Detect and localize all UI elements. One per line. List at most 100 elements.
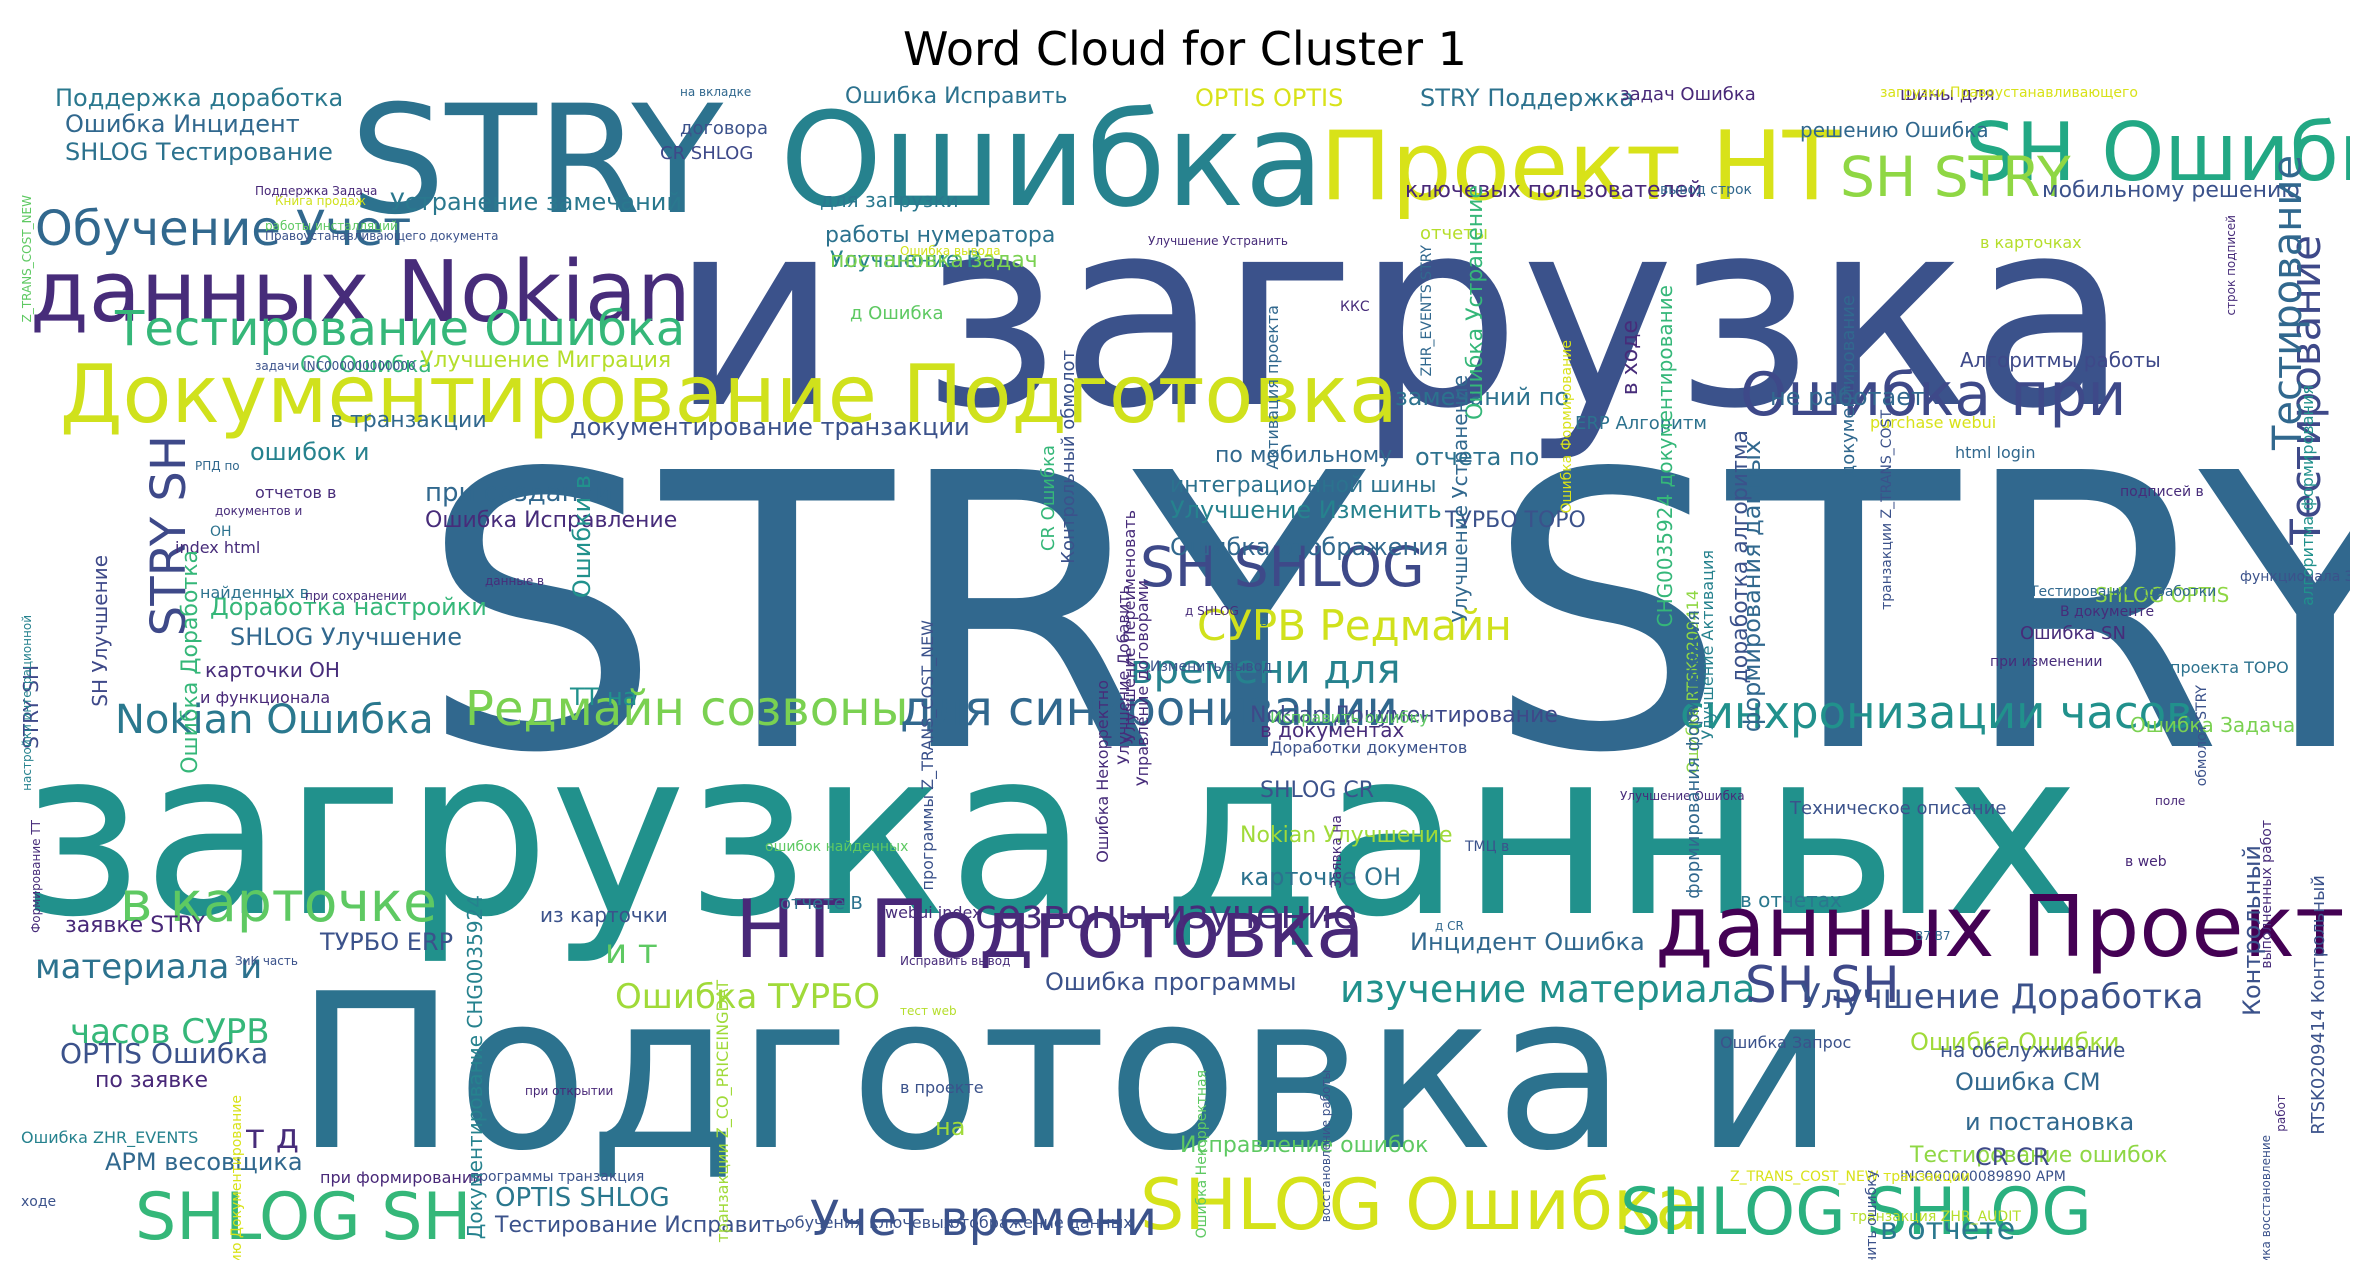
word-cloud-term: карточке ОН bbox=[1240, 863, 1402, 891]
word-cloud-term: заявке STRY bbox=[65, 913, 205, 938]
word-cloud-term: отчетов в bbox=[255, 483, 337, 502]
word-cloud-term: данных Проект bbox=[1655, 878, 2345, 977]
word-cloud-term: по заявке bbox=[95, 1068, 209, 1093]
word-cloud-term: webui index bbox=[885, 903, 982, 922]
word-cloud-term: и загрузка bbox=[670, 164, 2130, 466]
word-cloud-term: ERP Алгоритм bbox=[1575, 413, 1707, 434]
word-cloud-term: из карточки bbox=[540, 903, 668, 927]
word-cloud-term: OPTIS OPTIS bbox=[1195, 85, 1344, 112]
word-cloud-term: В документе bbox=[2060, 604, 2155, 620]
word-cloud-term: Ошибка bbox=[780, 85, 1325, 236]
word-cloud-term: SHLOG SH bbox=[135, 1180, 472, 1255]
word-cloud-term: Ошибка Исправление bbox=[425, 508, 678, 533]
word-cloud-term: в карточках bbox=[1980, 233, 2082, 252]
word-cloud-term: Контрольный обмолот bbox=[1058, 350, 1079, 564]
word-cloud-term: Книга продаж bbox=[275, 194, 366, 208]
word-cloud-term: Формирование ТТ bbox=[29, 820, 43, 934]
word-cloud-term: Ошибка Запрос bbox=[1720, 1033, 1852, 1052]
word-cloud-term: отчеты bbox=[1420, 223, 1488, 244]
word-cloud-term: и функционала bbox=[200, 688, 331, 707]
word-cloud-term: Улучшение Изменить bbox=[1170, 496, 1442, 524]
word-cloud-term: на обслуживание bbox=[1940, 1038, 2126, 1062]
word-cloud-term: в отчете bbox=[1880, 1212, 2016, 1247]
word-cloud-term: Тестирование Ошибка bbox=[115, 301, 686, 357]
word-cloud-term: Поддержка доработка bbox=[55, 85, 344, 112]
word-cloud-term: в проекте bbox=[900, 1078, 984, 1097]
word-cloud-term: SHLOG OPTIS bbox=[2095, 583, 2230, 607]
word-cloud-term: строк подписей bbox=[2224, 215, 2238, 316]
word-cloud-term: Проект НТ bbox=[1320, 112, 1841, 222]
word-cloud-term: CO Ошибка bbox=[300, 353, 432, 378]
word-cloud-term: Документирование CHG0035924 bbox=[463, 895, 487, 1240]
word-cloud-term: ТУРБО ТОРО bbox=[1445, 508, 1586, 533]
word-cloud-term: обмолот STRY bbox=[2194, 685, 2210, 787]
word-cloud-term: Тестирование Исправить bbox=[495, 1213, 788, 1238]
word-cloud-term: Тестирование ошибок bbox=[1910, 1143, 2168, 1168]
word-cloud-term: в ходе bbox=[1618, 320, 1643, 396]
word-cloud-term: Ошибка Ошибки bbox=[1910, 1028, 2120, 1056]
word-cloud-term: SHLOG Ошибка bbox=[1140, 1164, 1699, 1246]
word-cloud-term: Ошибка SN bbox=[2020, 623, 2126, 644]
word-cloud-term: РПД по bbox=[195, 459, 240, 473]
word-cloud-term: обучения ключевых bbox=[785, 1213, 954, 1232]
word-cloud-term: транзакции Z_CO_PRICEINGDAT bbox=[713, 980, 732, 1243]
word-cloud-term: Активация проекта bbox=[1263, 305, 1282, 470]
word-cloud-term: программы Z_TRANS_COST_NEW bbox=[918, 620, 937, 891]
word-cloud-term: CR CR bbox=[1975, 1143, 2050, 1171]
word-cloud-term: при открытии bbox=[525, 1084, 614, 1098]
word-cloud-term: SH SHLOG bbox=[1140, 535, 1425, 599]
word-cloud: STRY STRY и загрузка загрузка данных Подгот… bbox=[20, 85, 2350, 1260]
word-cloud-term: ключевых пользователей bbox=[1405, 178, 1703, 203]
word-cloud-term: Контрольный bbox=[2238, 845, 2266, 1017]
word-cloud-term: SH Улучшение bbox=[88, 555, 112, 707]
word-cloud-term: задач Ошибка bbox=[1620, 85, 1756, 105]
word-cloud-term: OPTIS SHLOG bbox=[495, 1183, 670, 1213]
word-cloud-term: и т bbox=[605, 932, 658, 972]
word-cloud-term: ошибок и bbox=[250, 438, 370, 466]
word-cloud-term: Ошибка программы bbox=[1045, 968, 1297, 996]
word-cloud-term: проекта ТОРО bbox=[2170, 658, 2289, 677]
word-cloud-term: Инцидент Ошибка bbox=[1410, 928, 1645, 956]
word-cloud-term: в документах bbox=[1260, 718, 1405, 742]
word-cloud-term: SHLOG CR bbox=[1260, 778, 1374, 803]
word-cloud-term: B7 B7 bbox=[1915, 929, 1951, 943]
word-cloud-term: работ bbox=[2274, 1095, 2288, 1132]
word-cloud-term: в web bbox=[2125, 854, 2167, 870]
word-cloud-term: интеграционной шины bbox=[1170, 473, 1437, 498]
word-cloud-term: созвоны изучение bbox=[975, 892, 1358, 938]
word-cloud-term: поле bbox=[2155, 794, 2186, 808]
word-cloud-term: CR SHLOG bbox=[660, 143, 754, 164]
word-cloud-term: Подготовка и bbox=[295, 947, 1835, 1198]
word-cloud-term: Ошибка Задача bbox=[2130, 713, 2296, 737]
word-cloud-term: часов СУРВ bbox=[70, 1012, 270, 1052]
word-cloud-term: в отчетах bbox=[1740, 888, 1842, 912]
word-cloud-term: ККС bbox=[1340, 299, 1370, 315]
word-cloud-term: Документирование Подготовка bbox=[60, 348, 1398, 441]
word-cloud-term: замечаний по bbox=[1395, 383, 1570, 411]
word-cloud-term: отчете В bbox=[780, 893, 863, 914]
word-cloud-term: ТМЦ в bbox=[1465, 839, 1510, 855]
word-cloud-term: НТ Подготовка bbox=[735, 883, 1365, 976]
word-cloud-term: ходе bbox=[21, 1194, 57, 1210]
word-cloud-term: на bbox=[935, 1113, 966, 1141]
word-cloud-term: Улучшение В bbox=[830, 248, 982, 273]
word-cloud-term: Улучшение Добавить bbox=[1114, 585, 1133, 765]
word-cloud-term: т д bbox=[245, 1117, 300, 1157]
word-cloud-term: Доработка настройки bbox=[210, 593, 487, 621]
word-cloud-term: Редмайн созвоны bbox=[465, 681, 909, 737]
word-cloud-term: ТУРБО ERP bbox=[320, 928, 454, 956]
word-cloud-term: Устранить ошибку bbox=[1864, 1170, 1880, 1260]
word-cloud-term: загрузки Правоустанавливающего bbox=[1880, 85, 2138, 101]
word-cloud-term: SHLOG SHLOG bbox=[1620, 1175, 2092, 1250]
word-cloud-term: ZHR_EVENTS STRY bbox=[1419, 245, 1435, 377]
word-cloud-term: работы нумератора bbox=[825, 223, 1056, 248]
word-cloud-term: формирования данных bbox=[1738, 440, 1766, 733]
word-cloud-term: ошибок найденных bbox=[765, 839, 909, 855]
word-cloud-term: синхронизации часов bbox=[1680, 686, 2193, 739]
word-cloud-term: html login bbox=[1955, 443, 2036, 462]
word-cloud-term: вывод строк bbox=[1660, 182, 1753, 198]
word-cloud-term: документирование транзакции bbox=[570, 413, 970, 441]
word-cloud-term: для загрузки bbox=[820, 188, 959, 212]
word-cloud-term: д SHLOG bbox=[1185, 604, 1239, 618]
word-cloud-term: Nokian Ошибка bbox=[115, 697, 434, 743]
